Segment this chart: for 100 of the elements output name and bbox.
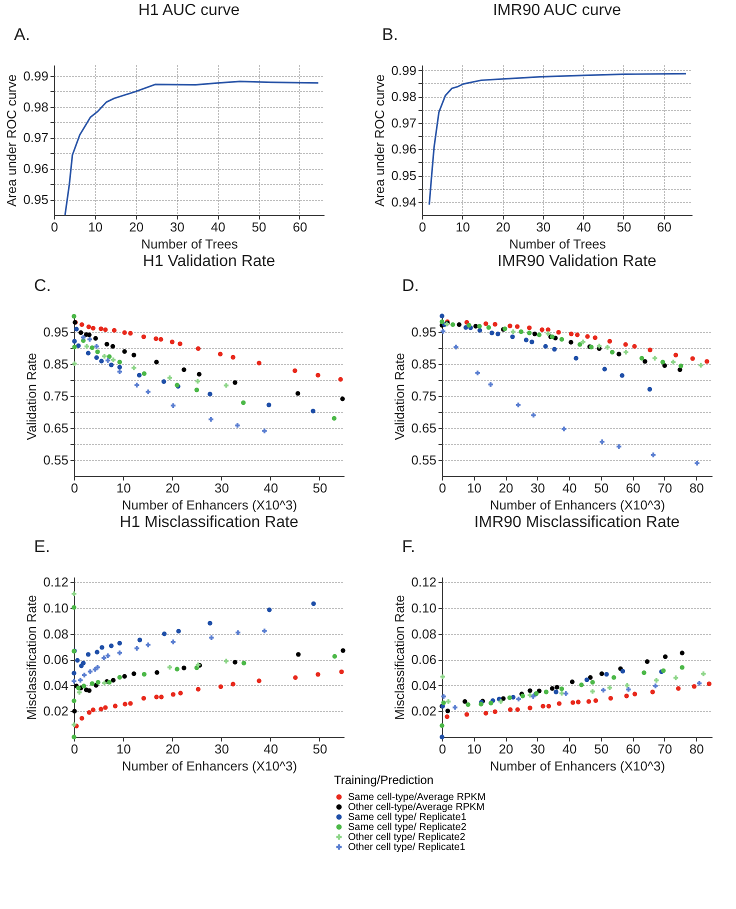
point <box>604 672 609 677</box>
point <box>136 372 142 378</box>
point <box>680 650 684 656</box>
point <box>72 678 76 684</box>
y-tick-label: 0.06 <box>43 652 68 668</box>
point <box>122 674 127 679</box>
x-tick-label: 10 <box>467 480 482 496</box>
point <box>602 366 607 372</box>
x-tick-label: 30 <box>530 480 546 496</box>
x-tick-label: 50 <box>252 220 266 234</box>
point <box>639 356 644 361</box>
y-tick-label: 0.02 <box>411 704 436 719</box>
point <box>464 712 470 717</box>
point <box>654 678 659 683</box>
point <box>620 373 624 378</box>
point <box>230 354 236 360</box>
point <box>568 332 574 336</box>
x-tick-label: 60 <box>292 220 308 234</box>
point <box>72 670 76 676</box>
point <box>650 690 655 694</box>
legend-label: Other cell-type/Average RPKM <box>348 802 485 813</box>
point <box>483 710 488 716</box>
point <box>644 659 650 664</box>
x-tick-label: 50 <box>616 220 632 234</box>
point <box>170 692 176 697</box>
point <box>209 635 214 640</box>
point <box>579 682 584 688</box>
point <box>556 701 562 706</box>
point <box>466 702 470 707</box>
point <box>102 656 106 660</box>
point <box>80 335 86 340</box>
point <box>554 684 560 690</box>
x-tick-label: 50 <box>594 480 609 496</box>
point <box>508 707 513 712</box>
point <box>518 329 524 334</box>
point <box>196 346 201 351</box>
point <box>546 331 550 336</box>
point <box>528 706 532 710</box>
point <box>132 352 136 358</box>
y-tick-label: 0.99 <box>391 62 416 78</box>
point <box>514 324 520 329</box>
y-tick-label: 0.08 <box>43 626 68 642</box>
y-tick-label: 0.95 <box>23 192 48 208</box>
point <box>146 642 150 648</box>
point <box>122 330 127 335</box>
point <box>456 322 462 327</box>
y-tick-label: 0.55 <box>43 452 68 468</box>
x-axis-title: Number of Enhancers (X10^3) <box>122 498 298 512</box>
point <box>78 330 84 335</box>
point <box>267 608 272 612</box>
y-tick-label: 0.75 <box>411 388 436 404</box>
point <box>332 654 338 659</box>
point <box>75 658 80 663</box>
x-tick-label: 40 <box>264 480 278 496</box>
point <box>170 640 176 644</box>
text: D. <box>402 276 419 295</box>
point <box>632 344 637 349</box>
x-tick-label: 20 <box>496 220 510 234</box>
x-tick-label: 0 <box>438 742 446 756</box>
point <box>516 402 521 408</box>
point <box>128 330 133 336</box>
point <box>72 708 77 714</box>
point <box>80 322 84 327</box>
x-tick-label: 30 <box>536 220 551 234</box>
point <box>462 699 468 704</box>
point <box>338 377 343 382</box>
point <box>696 680 702 686</box>
point <box>590 689 595 694</box>
point <box>102 354 107 359</box>
point <box>692 684 697 689</box>
point <box>623 342 628 347</box>
point <box>440 723 444 728</box>
point <box>117 360 122 364</box>
point <box>78 678 83 683</box>
point <box>132 671 136 676</box>
point <box>440 329 446 334</box>
point <box>676 686 681 691</box>
y-tick-label: 0.95 <box>43 324 68 340</box>
point <box>96 680 100 685</box>
y-tick-label: 0.65 <box>411 420 436 436</box>
point <box>98 706 104 712</box>
point <box>440 319 444 324</box>
point <box>87 337 92 342</box>
text: C. <box>34 276 51 295</box>
point <box>242 660 246 666</box>
point <box>642 670 646 676</box>
x-axis-title: Number of Enhancers (X10^3) <box>490 498 666 512</box>
point <box>141 334 146 340</box>
x-tick-label: 50 <box>312 742 328 756</box>
point <box>530 694 536 699</box>
point <box>339 670 344 674</box>
point <box>72 722 76 728</box>
point <box>477 328 482 333</box>
x-tick-label: 40 <box>210 220 226 234</box>
x-tick-label: 20 <box>498 742 514 756</box>
point <box>441 694 446 699</box>
point <box>224 658 229 664</box>
point <box>626 687 631 692</box>
point <box>159 694 164 700</box>
y-tick-label: 0.99 <box>23 68 48 84</box>
